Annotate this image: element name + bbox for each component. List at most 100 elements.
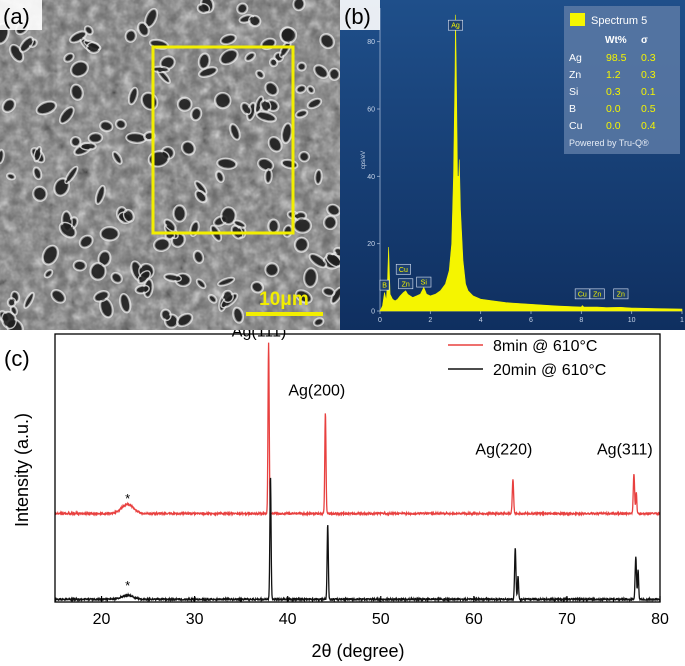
- sem-pore: [179, 98, 191, 110]
- sem-pore-rim: [163, 272, 182, 283]
- sem-pore-rim: [99, 225, 120, 242]
- eds-legend-element: Si: [569, 86, 578, 98]
- xrd-legend-label: 8min @ 610°C: [493, 338, 597, 355]
- sem-pore-rim: [32, 166, 43, 181]
- xrd-y-axis-label: Intensity (a.u.): [12, 413, 32, 527]
- eds-y-tick-label: 60: [367, 107, 375, 114]
- sem-pore: [11, 307, 16, 314]
- sem-pore: [136, 286, 148, 293]
- sem-pore-rim: [33, 145, 43, 163]
- eds-legend-element: B: [569, 103, 576, 115]
- sem-pore: [309, 99, 320, 107]
- sem-pore-rim: [229, 123, 241, 141]
- sem-pore-rim: [180, 140, 196, 156]
- xrd-axes: 20 30 40 50 60 70 80: [54, 596, 669, 628]
- eds-peak-label-box: [613, 288, 629, 300]
- sem-pore: [266, 264, 278, 275]
- xrd-chart-panel: (c) 20 30 40 50 60 70 80 Ag(111) Ag(200) Ag(220)…: [4, 330, 669, 661]
- sem-pore-rim: [43, 268, 54, 279]
- sem-pore-rim: [160, 308, 172, 322]
- eds-peak-label-box: [589, 288, 605, 300]
- sem-pore: [34, 187, 46, 200]
- sem-pore: [259, 159, 272, 170]
- sem-pore: [174, 206, 185, 221]
- sem-pore: [72, 138, 80, 146]
- xrd-x-tick-label: 20: [93, 611, 111, 628]
- eds-peak-labels: Ag Cu Zn Si B Cu Zn Zn: [379, 19, 629, 300]
- eds-legend-footer: Powered by Tru-Q®: [569, 138, 649, 148]
- sem-pore-rim: [119, 292, 132, 314]
- sem-pore: [261, 101, 270, 111]
- sem-pore-rim: [172, 204, 187, 223]
- sem-pore: [101, 299, 112, 317]
- sem-pore: [60, 223, 75, 237]
- sem-pores: [0, 0, 340, 330]
- panel-a-label-bg: [0, 0, 42, 30]
- xrd-x-tick-label: 30: [186, 611, 204, 628]
- sem-pore-rim: [293, 236, 310, 253]
- sem-pore-rim: [79, 141, 97, 151]
- eds-legend-wt: 98.5: [606, 52, 627, 64]
- sem-pore-rim: [257, 157, 275, 172]
- sem-pore: [321, 35, 333, 47]
- sem-pore: [209, 296, 216, 302]
- sem-pore: [297, 291, 311, 302]
- sem-pore-rim: [295, 84, 307, 94]
- sem-pore-rim: [264, 81, 279, 97]
- eds-legend-sigma: 0.1: [641, 86, 656, 98]
- sem-pore: [308, 87, 313, 92]
- sem-pore: [295, 219, 310, 232]
- sem-pore-rim: [308, 253, 328, 269]
- eds-spectrum-panel: 80 60 40 20 00 2 4 6 8 10 1 Ag Cu Zn Si B Cu Zn Zn cps/eV…: [340, 0, 685, 330]
- sem-pore: [183, 142, 194, 154]
- xrd-peak-label: Ag(311): [597, 442, 653, 459]
- xrd-x-tick-label: 50: [372, 611, 390, 628]
- sem-pore: [173, 234, 184, 246]
- eds-spectrum-area: [379, 14, 683, 312]
- xrd-peak-label: Ag(220): [475, 442, 532, 459]
- sem-pore-rim: [69, 135, 82, 148]
- eds-x-tick-label: 0: [378, 317, 382, 324]
- eds-x-tick-label: 2: [428, 317, 432, 324]
- sem-pore: [200, 54, 209, 68]
- sem-pore-rim: [111, 150, 123, 165]
- sem-pore-rim: [268, 57, 279, 68]
- sem-pore-rim: [89, 261, 107, 281]
- sem-pore-rim: [330, 286, 340, 305]
- sem-pore-rim: [6, 297, 17, 308]
- sem-pore: [72, 85, 82, 99]
- sem-pore: [316, 171, 321, 183]
- sem-pore-rim: [267, 135, 283, 153]
- sem-pore-rim: [209, 224, 223, 242]
- sem-pore: [165, 220, 175, 230]
- sem-pore: [161, 57, 174, 68]
- sem-pore-rim: [221, 289, 234, 303]
- sem-pore-rim: [137, 270, 151, 285]
- eds-y-axis-label: cps/eV: [361, 151, 367, 169]
- sem-pore: [86, 27, 92, 34]
- sem-pore-rim: [97, 250, 112, 267]
- sem-pore: [89, 134, 101, 142]
- sem-pore: [324, 288, 334, 295]
- sem-pore-rim: [230, 224, 244, 240]
- sem-pore: [234, 308, 242, 322]
- sem-pore-rim: [303, 267, 319, 289]
- sem-pore-rim: [216, 157, 238, 170]
- sem-pore: [222, 35, 235, 43]
- sem-pore-rim: [58, 106, 75, 125]
- sem-pore: [242, 104, 250, 113]
- sem-pore: [21, 38, 32, 51]
- sem-pore-rim: [87, 132, 104, 144]
- sem-pore-rim: [215, 170, 225, 184]
- sem-pore: [298, 63, 305, 70]
- sem-pore: [158, 70, 169, 82]
- sem-pore-rim: [321, 286, 336, 297]
- xrd-series-line: [54, 477, 661, 603]
- sem-pore: [35, 148, 40, 161]
- xrd-peak-label: Ag(200): [288, 383, 345, 400]
- sem-pore: [256, 97, 262, 112]
- sem-pore: [95, 292, 108, 301]
- sem-pore: [81, 236, 92, 247]
- sem-pore-rim: [70, 60, 89, 78]
- eds-peak-label-box: [416, 276, 432, 288]
